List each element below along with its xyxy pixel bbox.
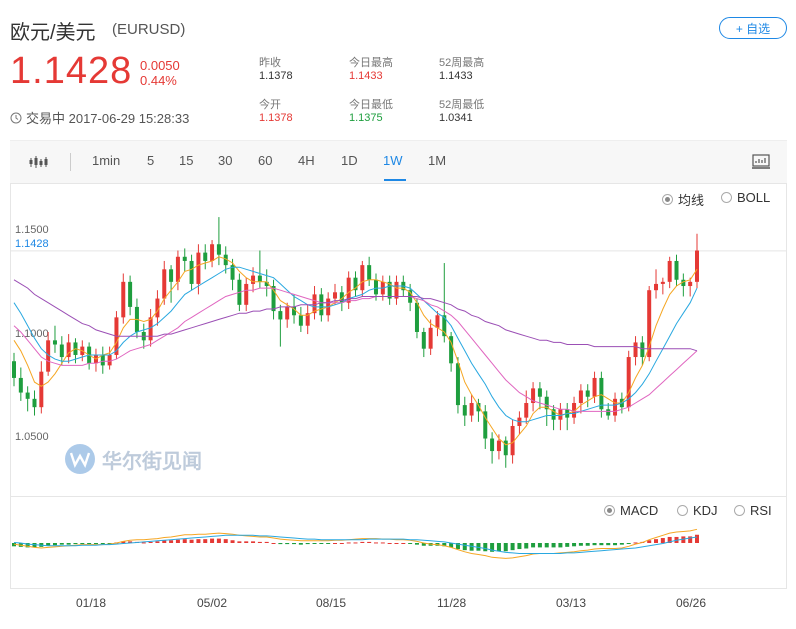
day-low-value: 1.1375 (349, 112, 383, 124)
clock-icon (10, 112, 22, 123)
last-price-tick: 1.1428 (15, 238, 49, 250)
page-title: 欧元/美元 (10, 22, 96, 44)
y-tick: 1.1000 (15, 328, 49, 340)
tab-1m[interactable]: 1M (428, 153, 447, 168)
prev-close-value: 1.1378 (259, 70, 293, 82)
x-tick: 03/13 (556, 596, 587, 610)
open-value: 1.1378 (259, 112, 293, 124)
w52-low-value: 1.0341 (439, 112, 473, 124)
x-tick: 11/28 (437, 596, 467, 610)
radio-icon (721, 192, 732, 203)
trading-status: 交易中 2017-06-29 15:28:33 (10, 108, 189, 127)
day-high-value: 1.1433 (349, 70, 383, 82)
w52-low-label: 52周最低 (439, 99, 485, 111)
wallstreetcn-logo-icon (65, 444, 95, 474)
active-tab-indicator (384, 179, 406, 181)
indicator-macd-label: MACD (620, 503, 659, 518)
x-tick: 01/18 (76, 596, 107, 610)
indicator-rsi-radio[interactable]: RSI (734, 503, 772, 518)
toolbar-divider (70, 153, 71, 171)
change-percent: 0.44% (140, 73, 177, 88)
symbol-code: (EURUSD) (112, 21, 186, 38)
open-label: 今开 (259, 99, 281, 111)
indicator-kdj-radio[interactable]: KDJ (677, 503, 718, 518)
candlestick-type-icon[interactable] (28, 154, 48, 170)
change-value: 0.0050 (140, 58, 180, 73)
x-tick: 06/26 (676, 596, 707, 610)
radio-selected-icon (662, 194, 673, 205)
tab-30[interactable]: 30 (218, 153, 233, 168)
overlay-ma-radio[interactable]: 均线 (662, 190, 704, 209)
watermark: 华尔街见闻 (64, 443, 202, 475)
price-change: 0.0050 0.44% (140, 58, 180, 88)
prev-close-label: 昨收 (259, 57, 281, 69)
overlay-boll-label: BOLL (737, 190, 771, 205)
indicator-kdj-label: KDJ (693, 503, 718, 518)
radio-selected-icon (604, 505, 615, 516)
radio-icon (677, 505, 688, 516)
tab-1min[interactable]: 1min (92, 153, 121, 168)
y-tick: 1.0500 (15, 431, 49, 443)
chart-panel (10, 183, 787, 589)
tab-15[interactable]: 15 (179, 153, 194, 168)
w52-high-value: 1.1433 (439, 70, 473, 82)
add-favorite-button[interactable]: + 自选 (719, 17, 787, 39)
tab-1d[interactable]: 1D (341, 153, 358, 168)
indicator-rsi-label: RSI (750, 503, 772, 518)
radio-icon (734, 505, 745, 516)
presentation-icon[interactable] (752, 153, 770, 171)
chart-toolbar: 1min 5 15 30 60 4H 1D 1W 1M (10, 140, 787, 184)
indicator-macd-radio[interactable]: MACD (604, 503, 658, 518)
overlay-boll-radio[interactable]: BOLL (721, 190, 770, 205)
x-tick: 05/02 (197, 596, 228, 610)
y-tick: 1.1500 (15, 224, 49, 236)
pane-divider (10, 496, 787, 497)
overlay-ma-label: 均线 (678, 193, 705, 208)
x-tick: 08/15 (316, 596, 347, 610)
tab-60[interactable]: 60 (258, 153, 273, 168)
tab-5[interactable]: 5 (147, 153, 155, 168)
status-text: 交易中 2017-06-29 15:28:33 (26, 111, 190, 126)
w52-high-label: 52周最高 (439, 57, 485, 69)
tab-1w[interactable]: 1W (383, 153, 403, 168)
day-high-label: 今日最高 (349, 57, 393, 69)
tab-4h[interactable]: 4H (298, 153, 315, 168)
watermark-text: 华尔街见闻 (102, 450, 202, 473)
last-price: 1.1428 (10, 50, 133, 92)
day-low-label: 今日最低 (349, 99, 393, 111)
